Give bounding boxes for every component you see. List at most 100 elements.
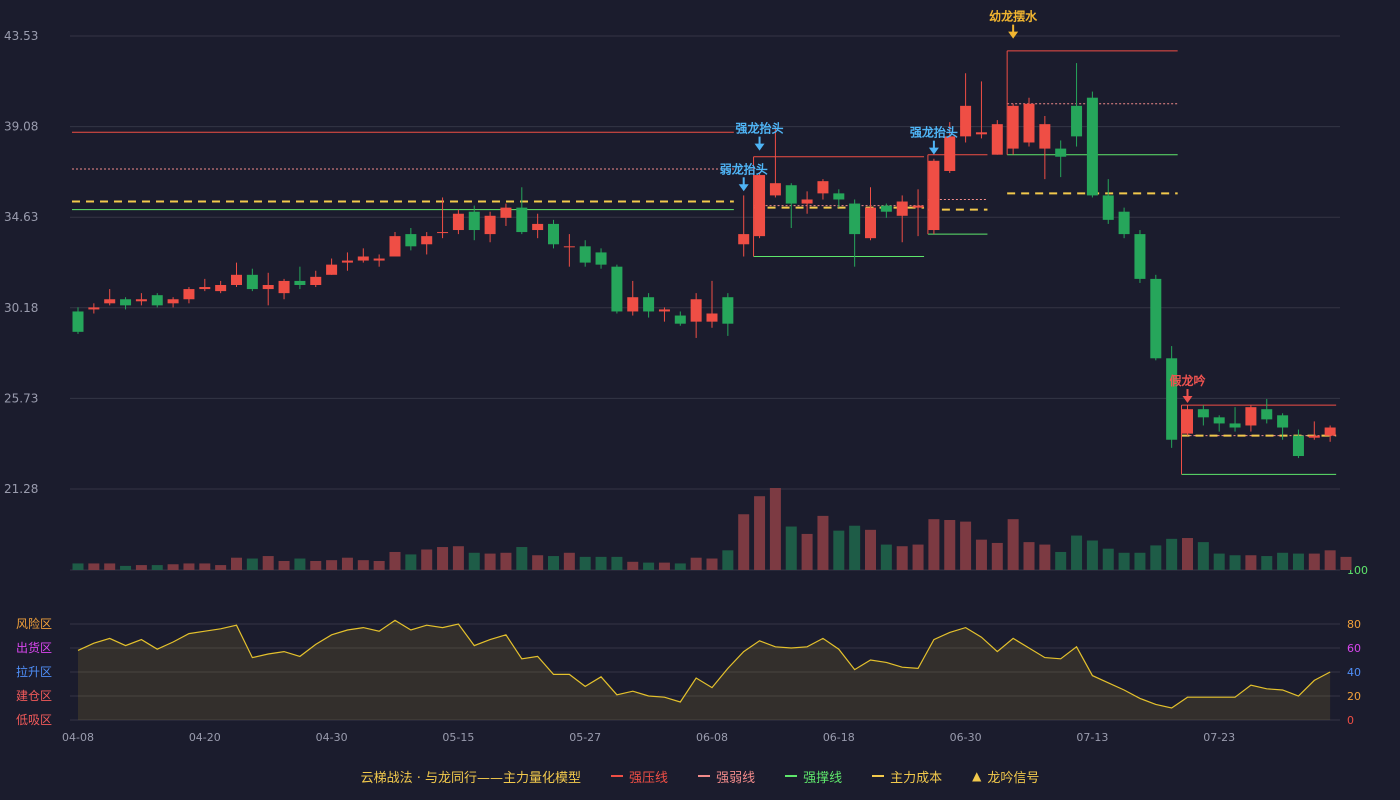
legend-item-strong-pressure[interactable]: 强压线 (611, 767, 668, 786)
candle-72 (1213, 415, 1225, 432)
signal-label-0: 弱龙抬头 (720, 161, 768, 176)
candle-body-76 (1277, 415, 1289, 428)
candle-9 (215, 280, 227, 294)
zone-label-3: 建仓区 (16, 689, 52, 703)
candle-1 (88, 303, 100, 314)
x-tick-label-7: 06-30 (950, 731, 982, 744)
candle-22 (421, 232, 433, 255)
volume-bar-35 (627, 561, 639, 570)
candle-16 (326, 258, 338, 275)
legend-item-main-cost[interactable]: 主力成本 (872, 767, 942, 786)
volume-bar-8 (199, 563, 211, 570)
volume-bar-78 (1308, 553, 1320, 570)
candle-body-75 (1261, 409, 1273, 420)
candle-27 (500, 203, 512, 226)
x-tick-label-2: 04-30 (316, 731, 348, 744)
volume-bar-14 (294, 558, 306, 570)
signal-arrow-icon-0 (738, 184, 749, 192)
candle-body-27 (500, 207, 512, 218)
price-tick-label-2: 30.18 (4, 301, 38, 315)
volume-bar-72 (1213, 553, 1225, 570)
volume-bar-30 (548, 556, 559, 570)
volume-bar-11 (246, 558, 258, 570)
volume-bar-68 (1150, 545, 1162, 570)
volume-bar-75 (1261, 556, 1273, 570)
candle-68 (1150, 274, 1162, 361)
volume-bar-42 (738, 514, 750, 570)
x-tick-label-4: 05-27 (569, 731, 601, 744)
candle-body-36 (643, 297, 655, 312)
candle-body-22 (421, 236, 433, 245)
volume-bar-23 (437, 547, 449, 570)
candle-body-55 (944, 136, 956, 171)
volume-bar-79 (1324, 550, 1336, 570)
candle-body-54 (928, 160, 940, 231)
candle-body-20 (389, 236, 401, 257)
candle-34 (611, 264, 623, 314)
candle-5 (151, 293, 163, 308)
volume-bar-70 (1182, 538, 1193, 570)
legend-label-main-cost: 主力成本 (890, 770, 943, 786)
volume-bar-43 (754, 496, 766, 570)
candle-35 (627, 280, 639, 316)
signal-arrow-icon-1 (754, 143, 765, 151)
volume-bar-33 (595, 556, 607, 570)
volume-bar-53 (912, 544, 924, 570)
candle-46 (801, 191, 813, 214)
candle-40 (706, 280, 718, 328)
candle-body-34 (611, 266, 623, 312)
legend-title: 云梯战法 · 与龙同行——主力量化模型 (361, 767, 581, 786)
candle-body-6 (167, 299, 179, 304)
volume-bar-12 (262, 556, 274, 570)
candle-body-35 (627, 297, 639, 312)
volume-bar-45 (785, 526, 797, 570)
zone-label-0: 风险区 (16, 616, 52, 631)
candle-10 (231, 262, 242, 288)
volume-bar-52 (896, 546, 908, 570)
candle-body-53 (912, 205, 924, 208)
volume-bar-67 (1134, 552, 1146, 570)
candle-body-0 (72, 311, 84, 332)
candle-43 (754, 173, 766, 239)
candle-body-69 (1166, 358, 1178, 440)
candle-body-19 (373, 258, 385, 261)
legend-item-strength-line[interactable]: 强弱线 (698, 767, 755, 786)
price-tick-label-0: 21.28 (4, 482, 38, 496)
volume-bar-47 (817, 515, 829, 570)
candle-66 (1118, 207, 1130, 239)
price-tick-label-1: 25.73 (4, 391, 38, 405)
candle-7 (183, 287, 195, 304)
indicator-right-tick-2: 40 (1347, 666, 1361, 679)
volume-bar-6 (167, 564, 179, 570)
candle-body-51 (880, 205, 892, 212)
candle-body-78 (1308, 435, 1320, 438)
candle-body-8 (199, 287, 211, 290)
candle-18 (357, 248, 369, 263)
candle-body-12 (262, 284, 274, 290)
volume-bar-20 (389, 551, 401, 570)
volume-bar-34 (611, 556, 623, 570)
volume-bar-38 (674, 563, 686, 570)
volume-bar-22 (421, 549, 433, 570)
legend-label-signal: 龙吟信号 (987, 770, 1040, 786)
volume-bar-24 (452, 546, 464, 570)
candle-42 (738, 195, 750, 257)
candle-61 (1039, 116, 1051, 180)
legend-item-signal[interactable]: ▲ 龙吟信号 (972, 767, 1039, 786)
candle-body-47 (817, 181, 829, 194)
candle-body-40 (706, 313, 718, 322)
candle-body-28 (516, 207, 528, 233)
x-tick-label-0: 04-08 (62, 731, 94, 744)
signal-3: 幼龙摆水 (989, 9, 1038, 39)
legend-item-strong-support[interactable]: 强撑线 (785, 767, 842, 786)
candle-28 (516, 187, 528, 235)
candle-body-43 (754, 175, 766, 237)
candlestick-chart: 21.28 25.73 30.18 34.63 39.08 43.53 风险区出货区拉升区建… (4, 9, 1368, 744)
x-tick-label-8: 07-13 (1076, 731, 1108, 744)
candle-body-37 (658, 309, 670, 312)
candle-30 (548, 219, 559, 249)
x-tick-label-6: 06-18 (823, 731, 855, 744)
candle-body-2 (104, 299, 116, 304)
volume-bar-49 (849, 525, 861, 570)
volume-bar-2 (104, 563, 116, 570)
